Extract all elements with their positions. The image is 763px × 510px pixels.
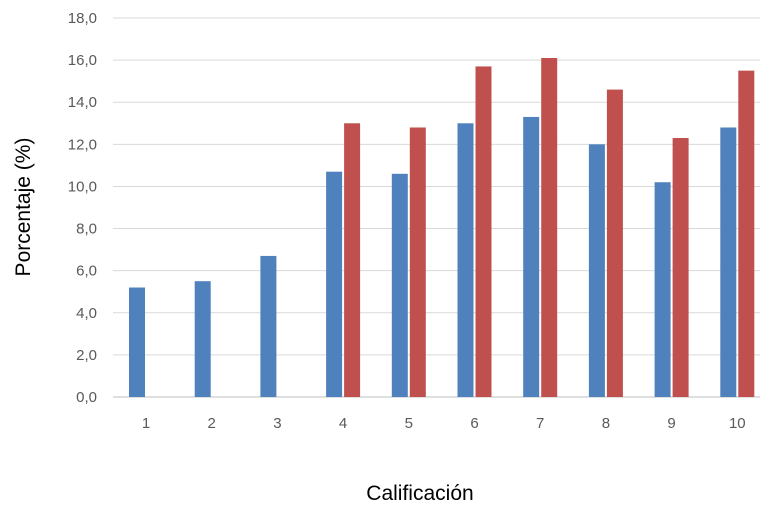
bar-series-1 [457,123,474,398]
x-tick-label: 4 [339,415,347,432]
bar-series-2 [475,66,492,397]
y-tick-label: 16,0 [68,52,97,69]
bars [129,58,755,398]
x-tick-label: 3 [273,415,281,432]
y-tick-label: 4,0 [76,305,97,322]
x-tick-labels: 1 2 3 4 5 6 7 8 9 10 [142,415,746,432]
bar-series-1 [523,116,540,397]
y-tick-label: 14,0 [68,94,97,111]
y-tick-label: 2,0 [76,347,97,364]
bar-series-2 [606,89,623,397]
bar-series-2 [672,138,689,397]
bar-series-2 [344,123,361,398]
bar-series-1 [588,144,605,397]
bar-series-1 [654,182,671,397]
y-tick-label: 0,0 [76,389,97,406]
y-tick-label: 10,0 [68,178,97,195]
y-tick-label: 6,0 [76,263,97,280]
x-tick-label: 1 [142,415,150,432]
bar-series-1 [260,255,277,397]
bar-series-1 [391,173,408,397]
y-tick-label: 12,0 [68,136,97,153]
bar-series-2 [541,58,558,397]
x-tick-label: 10 [729,415,746,432]
y-axis-title: Porcentaje (%) [12,138,35,277]
bar-series-2 [409,127,426,397]
x-tick-label: 8 [602,415,610,432]
gridlines [113,17,760,398]
bar-series-1 [194,281,211,397]
x-tick-label: 6 [470,415,478,432]
bar-series-1 [129,287,145,397]
y-tick-label: 8,0 [76,221,97,238]
y-tick-labels: 0,0 2,0 4,0 6,0 8,0 10,0 12,0 14,0 16,0 18,0 [68,10,97,406]
x-tick-label: 2 [208,415,216,432]
x-tick-label: 7 [536,415,544,432]
bar-series-1 [326,171,343,397]
x-tick-label: 5 [405,415,413,432]
x-tick-label: 9 [667,415,675,432]
y-tick-label: 18,0 [68,10,97,27]
x-axis-title: Calificación [366,482,473,505]
bar-series-2 [738,70,755,397]
bar-series-1 [720,127,737,397]
